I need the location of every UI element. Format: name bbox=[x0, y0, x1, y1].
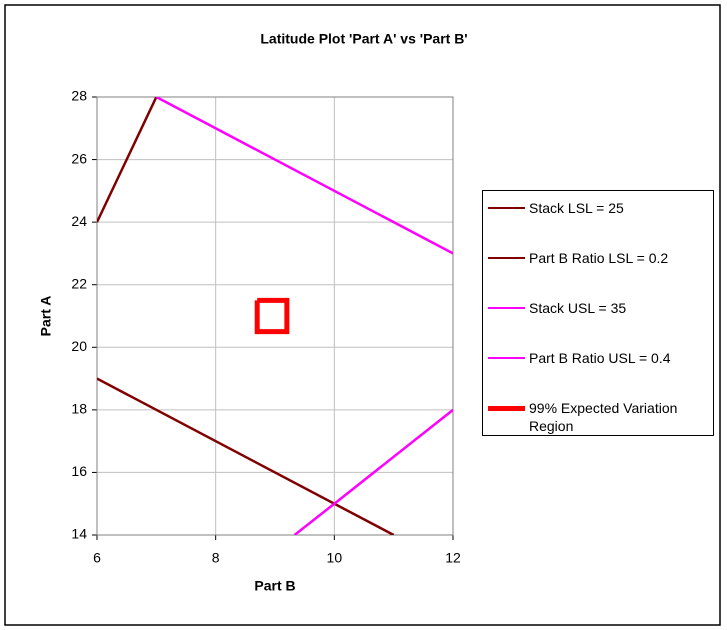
legend-label: Stack USL = 35 bbox=[529, 300, 627, 316]
x-tick-label: 6 bbox=[93, 550, 101, 566]
series-line bbox=[97, 377, 395, 535]
legend-item: Part B Ratio USL = 0.4 bbox=[488, 349, 709, 367]
x-tick-label: 10 bbox=[327, 550, 343, 566]
legend-swatch bbox=[488, 257, 525, 259]
legend-item: Stack LSL = 25 bbox=[488, 199, 709, 217]
legend-label: Part B Ratio LSL = 0.2 bbox=[529, 250, 669, 266]
y-tick-label: 20 bbox=[71, 338, 87, 354]
y-tick-label: 26 bbox=[71, 150, 87, 166]
legend-swatch bbox=[488, 357, 525, 359]
legend-item: 99% Expected Variation Region bbox=[488, 399, 709, 435]
chart-title: Latitude Plot 'Part A' vs 'Part B' bbox=[260, 31, 467, 47]
x-tick-label: 12 bbox=[445, 550, 461, 566]
series-line bbox=[97, 97, 158, 223]
legend-item: Stack USL = 35 bbox=[488, 299, 709, 317]
y-tick-label: 28 bbox=[71, 88, 87, 104]
legend-swatch bbox=[488, 307, 525, 309]
legend-label: 99% Expected Variation Region bbox=[529, 400, 678, 434]
series-line bbox=[254, 297, 290, 335]
legend-swatch bbox=[488, 207, 525, 209]
x-tick-label: 8 bbox=[212, 550, 220, 566]
legend-label: Stack LSL = 25 bbox=[529, 200, 624, 216]
y-axis-label: Part A bbox=[38, 296, 54, 337]
series-line bbox=[293, 408, 453, 535]
y-tick-label: 16 bbox=[71, 463, 87, 479]
legend-item: Part B Ratio LSL = 0.2 bbox=[488, 249, 709, 267]
plot-area bbox=[96, 96, 454, 536]
legend-swatch bbox=[488, 406, 525, 411]
y-tick-label: 18 bbox=[71, 401, 87, 417]
legend-label: Part B Ratio USL = 0.4 bbox=[529, 350, 671, 366]
y-tick-label: 22 bbox=[71, 275, 87, 291]
x-axis-label: Part B bbox=[254, 578, 295, 594]
y-tick-label: 14 bbox=[71, 526, 87, 542]
y-tick-label: 24 bbox=[71, 213, 87, 229]
legend: Stack LSL = 25 Part B Ratio LSL = 0.2 Stac… bbox=[482, 190, 714, 436]
series-line bbox=[155, 97, 453, 255]
